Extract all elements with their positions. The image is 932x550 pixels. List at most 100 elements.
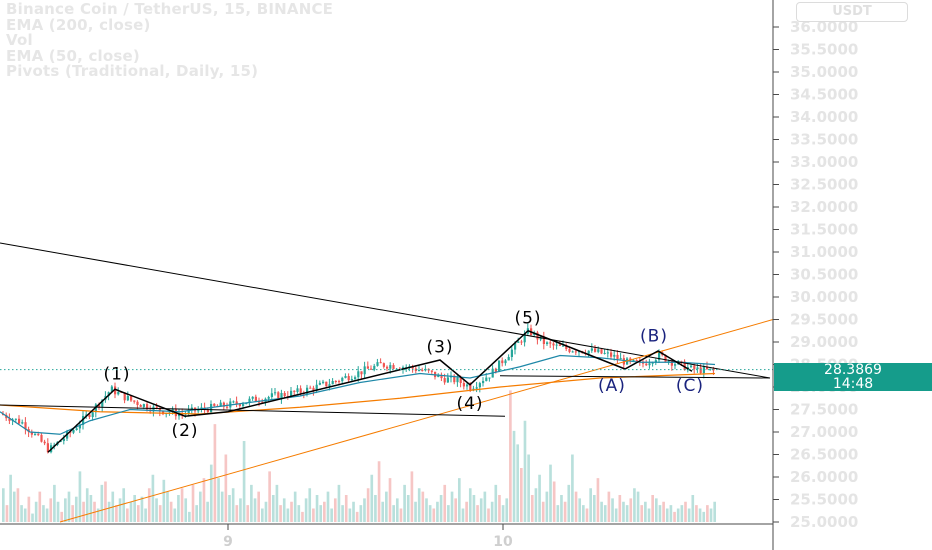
volume-bar: [443, 484, 447, 522]
volume-bar: [198, 491, 202, 522]
volume-bar: [279, 505, 282, 522]
candle-body: [635, 359, 638, 362]
volume-bar: [5, 505, 9, 522]
candle-body: [360, 371, 363, 375]
volume-bar: [607, 491, 611, 522]
candle-body: [107, 392, 110, 396]
volume-bar: [425, 498, 428, 522]
candle-body: [88, 414, 91, 418]
candle-body: [578, 351, 581, 353]
candle-body: [664, 354, 667, 362]
volume-bar: [352, 501, 355, 522]
candle-body: [213, 403, 216, 406]
candle-body: [466, 384, 469, 387]
volume-bar: [250, 484, 253, 522]
candle-body: [37, 434, 40, 436]
candle-body: [562, 345, 565, 347]
countdown-tag: 14:48: [774, 376, 932, 391]
candle-body: [565, 345, 568, 350]
candle-body: [126, 396, 129, 401]
volume-bar: [603, 505, 607, 522]
candle-body: [510, 349, 513, 357]
indicator-pivots[interactable]: Pivots (Traditional, Daily, 15): [6, 62, 259, 80]
volume-bar: [177, 495, 180, 522]
currency-button[interactable]: USDT: [796, 2, 908, 22]
candle-body: [72, 429, 75, 433]
volume-bar: [261, 508, 264, 522]
volume-bar: [89, 495, 93, 522]
candle-body: [238, 404, 241, 407]
volume-bar: [107, 501, 111, 522]
trendline-descending[interactable]: [0, 242, 771, 379]
wave-label: (A): [598, 376, 626, 396]
volume-bar: [374, 495, 377, 522]
volume-bar: [133, 495, 136, 522]
price-axis[interactable]: 36.0000 35.5000 35.0000 34.5000 34.0000 33.50…: [773, 18, 858, 531]
indicator-ema50[interactable]: EMA (50, close): [6, 46, 140, 65]
price-tick-label: 32.0000: [790, 198, 858, 216]
candle-body: [350, 379, 353, 381]
impulse-wave-line[interactable]: [47, 330, 529, 453]
volume-bar: [578, 498, 582, 522]
candle-body: [309, 387, 312, 389]
volume-bar: [166, 491, 169, 522]
volume-bar: [271, 495, 275, 522]
price-tick-label: 32.5000: [790, 176, 858, 194]
trendline-support-upper[interactable]: [0, 404, 506, 417]
trendline-ascending[interactable]: [59, 319, 774, 523]
volume-bar: [706, 505, 709, 522]
candle-body: [440, 374, 443, 379]
candle-body: [370, 368, 373, 370]
candle-body: [571, 351, 574, 353]
volume-bar: [644, 501, 647, 522]
price-tick-label: 26.5000: [790, 446, 858, 464]
candle-body: [8, 418, 11, 421]
symbol-title: Binance Coin / TetherUS, 15, BINANCE: [6, 0, 334, 18]
volume-bar: [323, 501, 326, 522]
volume-bar: [436, 501, 439, 522]
volume-bar: [275, 484, 279, 522]
candle-body: [24, 422, 27, 430]
candle-body: [232, 401, 235, 403]
volume-bar: [691, 495, 695, 522]
wave-label: (C): [676, 376, 704, 396]
volume-bar: [126, 508, 129, 522]
volume-bar: [326, 491, 330, 522]
indicator-volume[interactable]: Vol: [6, 31, 33, 49]
volume-bar: [432, 508, 436, 522]
chart-legend: Binance Coin / TetherUS, 15, BINANCE EMA…: [6, 0, 334, 80]
candle-body: [408, 366, 411, 368]
candle-body: [322, 381, 325, 383]
candle-body: [523, 333, 526, 343]
candle-body: [658, 352, 661, 361]
volume-bar: [662, 501, 665, 522]
candle-body: [18, 418, 21, 424]
candle-body: [389, 365, 392, 369]
volume-bar: [67, 491, 71, 522]
volume-bar: [483, 491, 487, 522]
volume-bar: [702, 511, 706, 522]
volume-bar: [246, 505, 250, 522]
candle-body: [290, 390, 293, 397]
volume-bar: [224, 454, 228, 522]
volume-bar: [355, 511, 359, 522]
elliott-waves[interactable]: [47, 330, 693, 453]
volume-bar: [147, 488, 151, 522]
candle-body: [331, 380, 334, 385]
corrective-wave-line[interactable]: [527, 330, 693, 372]
volume-bar: [71, 505, 74, 522]
candle-body: [421, 369, 424, 371]
candle-body: [21, 422, 24, 424]
candle-body: [146, 404, 149, 410]
volume-bar: [191, 484, 195, 522]
time-axis[interactable]: 9 10: [223, 524, 513, 550]
indicator-ema200[interactable]: EMA (200, close): [6, 15, 151, 34]
volume-bar: [188, 511, 191, 522]
ema200-line: [0, 372, 716, 415]
trendline-support-right[interactable]: [499, 375, 771, 379]
price-tick-label: 26.0000: [790, 468, 858, 486]
candle-body: [152, 406, 155, 412]
volume-bar: [490, 501, 494, 522]
candle-body: [222, 402, 225, 407]
